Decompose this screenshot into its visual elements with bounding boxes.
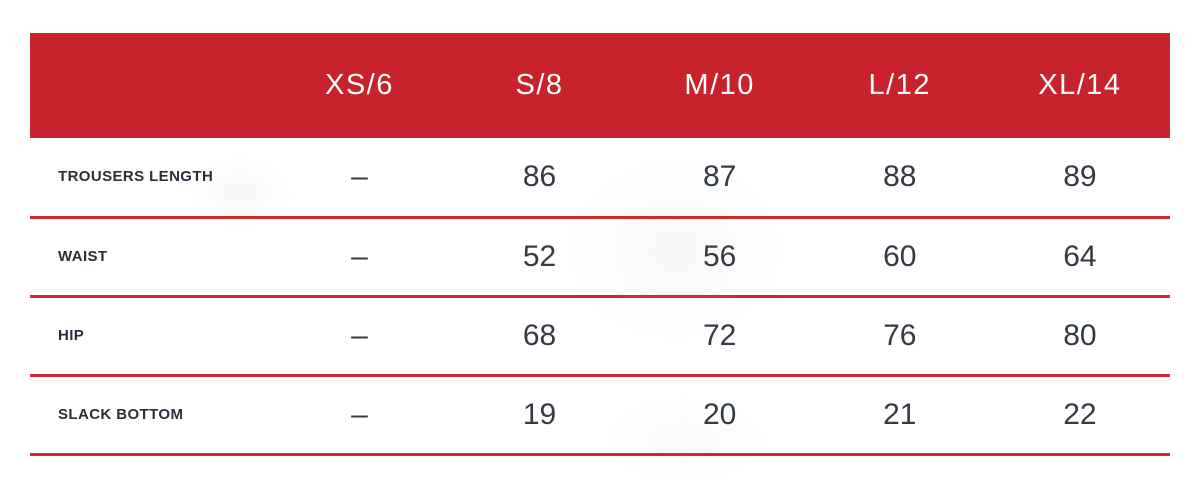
row-label: SLACK BOTTOM (30, 375, 270, 456)
table-row-trousers-length: TROUSERS LENGTH – 86 87 88 89 (30, 138, 1170, 219)
header-size-m: M/10 (684, 69, 755, 101)
cell-value: – (269, 296, 450, 377)
cell-value: 20 (629, 375, 810, 456)
cell-value: 86 (449, 138, 630, 219)
header-size-xs: XS/6 (325, 69, 394, 101)
header-size-s: S/8 (515, 69, 564, 101)
row-label: HIP (30, 296, 270, 377)
cell-value: 88 (809, 138, 990, 219)
header-corner-cell (30, 33, 269, 138)
row-label: TROUSERS LENGTH (30, 138, 270, 219)
header-size-l: L/12 (868, 69, 931, 101)
header-size-xl: XL/14 (1038, 69, 1122, 101)
cell-value: 52 (449, 217, 630, 298)
size-chart-table: XS/6 S/8 M/10 L/12 XL/14 TROUSERS LENGTH… (30, 33, 1170, 456)
cell-value: 87 (629, 138, 810, 219)
cell-value: 60 (809, 217, 990, 298)
cell-value: 72 (629, 296, 810, 377)
header-row: XS/6 S/8 M/10 L/12 XL/14 (30, 33, 1170, 138)
table-row-waist: WAIST – 52 56 60 64 (30, 217, 1170, 298)
cell-value: 80 (989, 296, 1170, 377)
cell-value: 76 (809, 296, 990, 377)
size-chart-body: TROUSERS LENGTH – 86 87 88 89 WAIST – 52… (30, 138, 1170, 456)
cell-value: 56 (629, 217, 810, 298)
cell-value: 68 (449, 296, 630, 377)
cell-value: 64 (989, 217, 1170, 298)
cell-value: 21 (809, 375, 990, 456)
size-chart-header: XS/6 S/8 M/10 L/12 XL/14 (30, 33, 1170, 138)
cell-value: – (269, 138, 450, 219)
cell-value: 19 (449, 375, 630, 456)
table-row-hip: HIP – 68 72 76 80 (30, 296, 1170, 377)
table-row-slack-bottom: SLACK BOTTOM – 19 20 21 22 (30, 375, 1170, 456)
size-chart-table-container: XS/6 S/8 M/10 L/12 XL/14 TROUSERS LENGTH… (30, 33, 1170, 456)
row-label: WAIST (30, 217, 270, 298)
cell-value: 89 (989, 138, 1170, 219)
cell-value: 22 (989, 375, 1170, 456)
cell-value: – (269, 375, 450, 456)
cell-value: – (269, 217, 450, 298)
